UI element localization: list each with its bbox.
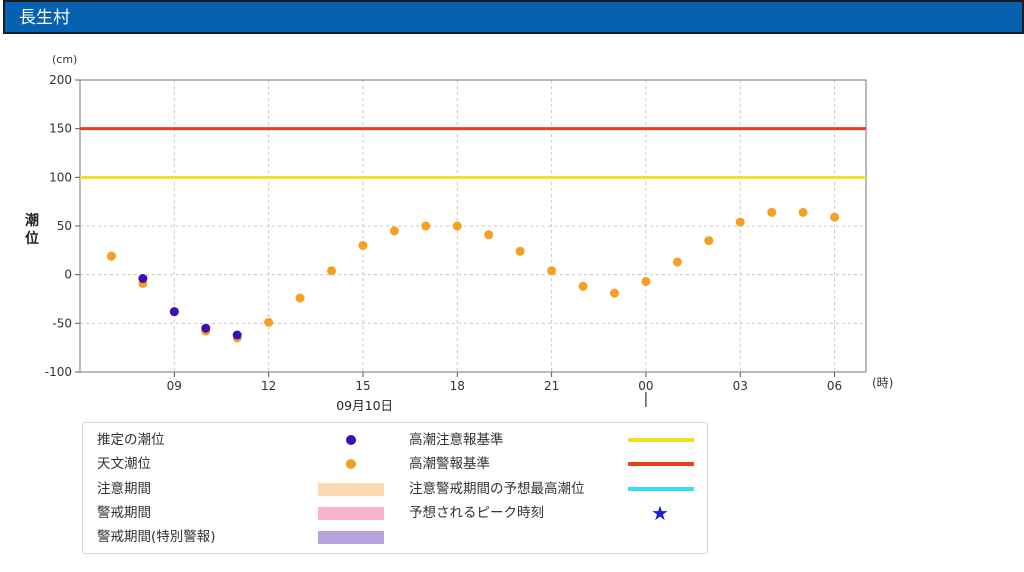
data-point: [641, 276, 651, 286]
date-label: 09月10日: [336, 398, 393, 413]
legend-swatch: [318, 483, 384, 496]
data-point: [421, 221, 431, 231]
legend-label: 警戒期間: [97, 505, 151, 521]
legend-line-icon: [628, 487, 694, 491]
data-point: [515, 246, 525, 256]
legend-swatch: [318, 507, 384, 520]
legend-label: 予想されるピーク時刻: [409, 505, 544, 521]
data-point: [830, 212, 840, 222]
y-unit-label: (cm): [52, 53, 77, 66]
y-tick-label: 0: [64, 268, 72, 282]
x-tick-label: 12: [261, 379, 276, 393]
legend-label: 注意期間: [97, 481, 151, 497]
legend-label: 推定の潮位: [97, 432, 165, 448]
y-tick-label: 50: [57, 219, 72, 233]
x-tick-label: 00: [638, 379, 653, 393]
data-point: [578, 281, 588, 291]
data-point: [201, 323, 211, 333]
tide-chart: -100 -50 0 50 100 150 200 09 12 15 18 21 00 03 06 (cm) (…: [45, 53, 894, 413]
legend-label: 注意警戒期間の予想最高潮位: [409, 481, 585, 497]
data-point: [484, 230, 494, 240]
star-icon: ★: [651, 501, 669, 525]
legend-line-icon: [628, 462, 694, 466]
legend-swatch: [318, 531, 384, 544]
data-point: [389, 226, 399, 236]
x-tick-label: 06: [827, 379, 842, 393]
data-point: [169, 307, 179, 317]
y-tick-label: -100: [45, 365, 72, 379]
page-title: 長生村: [19, 8, 70, 28]
legend-label: 警戒期間(特別警報): [97, 529, 216, 545]
data-point: [704, 236, 714, 246]
legend-dot-icon: [346, 459, 356, 469]
data-point: [767, 207, 777, 217]
legend: 推定の潮位天文潮位注意期間警戒期間警戒期間(特別警報) 高潮注意報基準 高潮警報基準…: [82, 422, 708, 554]
data-point: [609, 288, 619, 298]
y-tick-label: 200: [49, 73, 72, 87]
y-axis-label-char: 位: [25, 231, 39, 247]
data-point: [735, 217, 745, 227]
y-axis-label: 潮位: [22, 212, 42, 248]
legend-label: 高潮注意報基準: [409, 432, 504, 448]
data-point: [452, 221, 462, 231]
data-point: [232, 330, 242, 340]
data-point: [672, 257, 682, 267]
title-bar: 長生村: [3, 0, 1024, 34]
x-tick-label: 18: [450, 379, 465, 393]
data-point: [264, 317, 274, 327]
x-tick-label: 09: [167, 379, 182, 393]
data-point: [547, 266, 557, 276]
data-point: [327, 266, 337, 276]
legend-line-icon: [628, 438, 694, 442]
plot-area: [79, 79, 867, 373]
y-tick-label: 150: [49, 122, 72, 136]
x-tick-label: 21: [544, 379, 559, 393]
y-tick-label: -50: [52, 316, 72, 330]
data-point: [358, 240, 368, 250]
data-point: [295, 293, 305, 303]
legend-label: 天文潮位: [97, 456, 151, 472]
data-point: [798, 207, 808, 217]
legend-label: 高潮警報基準: [409, 456, 490, 472]
data-point: [106, 251, 116, 261]
legend-dot-icon: [346, 435, 356, 445]
x-tick-label: 15: [355, 379, 370, 393]
x-tick-label: 03: [733, 379, 748, 393]
data-point: [138, 274, 148, 284]
y-axis-label-char: 潮: [25, 213, 39, 229]
x-unit-label: (時): [872, 376, 893, 390]
y-tick-label: 100: [49, 170, 72, 184]
